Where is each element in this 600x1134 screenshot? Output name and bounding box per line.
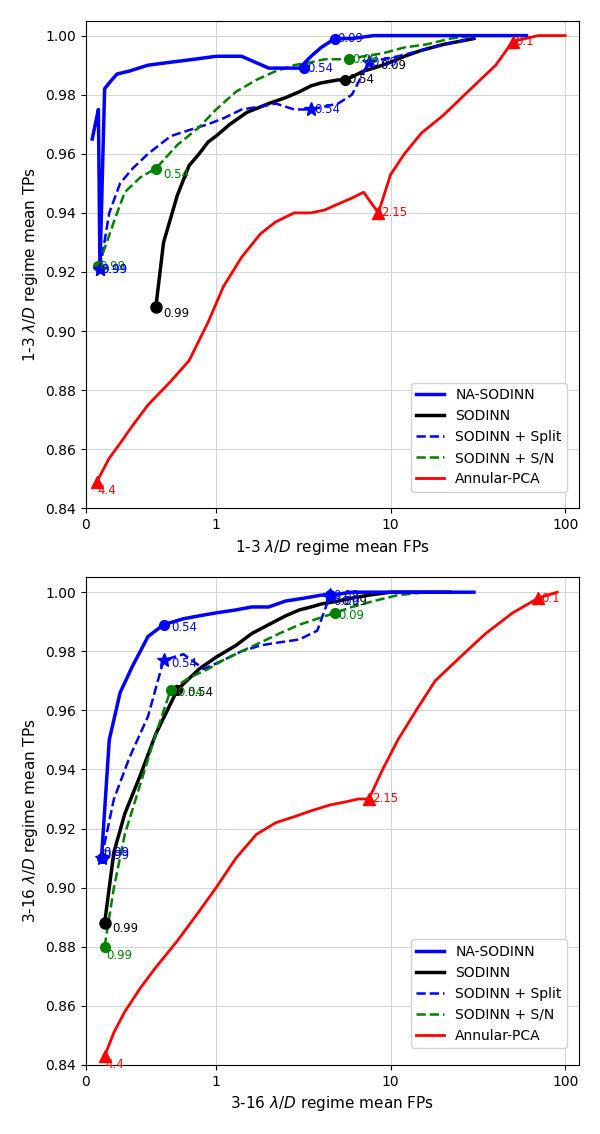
Text: 0.99: 0.99 <box>164 307 190 320</box>
Text: 0.99: 0.99 <box>112 922 139 936</box>
Text: 0.99: 0.99 <box>106 949 132 962</box>
Text: 0.54: 0.54 <box>171 621 197 634</box>
X-axis label: 3-16 $\lambda/D$ regime mean FPs: 3-16 $\lambda/D$ regime mean FPs <box>230 1094 434 1114</box>
Text: 0.09: 0.09 <box>341 594 367 608</box>
Text: 0.54: 0.54 <box>187 686 213 700</box>
Text: 0.09: 0.09 <box>352 53 378 66</box>
Text: 0.09: 0.09 <box>380 59 406 71</box>
Legend: NA-SODINN, SODINN, SODINN + Split, SODINN + S/N, Annular-PCA: NA-SODINN, SODINN, SODINN + Split, SODIN… <box>411 939 567 1048</box>
Text: 2.15: 2.15 <box>372 793 398 805</box>
Text: 0.54: 0.54 <box>308 61 334 75</box>
Text: 0.1: 0.1 <box>541 592 560 604</box>
Text: 0.09: 0.09 <box>334 589 359 602</box>
Text: 0.99: 0.99 <box>103 848 129 862</box>
Y-axis label: 1-3 $\lambda/D$ regime mean TPs: 1-3 $\lambda/D$ regime mean TPs <box>21 167 40 362</box>
Text: 0.99: 0.99 <box>101 262 128 276</box>
Text: 4.4: 4.4 <box>106 1058 124 1072</box>
Text: 0.99: 0.99 <box>99 260 125 272</box>
Text: 0.09: 0.09 <box>338 609 364 623</box>
Text: 0.09: 0.09 <box>371 56 397 69</box>
Text: 0.99: 0.99 <box>103 846 129 858</box>
Text: 0.54: 0.54 <box>348 74 374 86</box>
Legend: NA-SODINN, SODINN, SODINN + Split, SODINN + S/N, Annular-PCA: NA-SODINN, SODINN, SODINN + Split, SODIN… <box>411 382 567 492</box>
Text: 0.54: 0.54 <box>164 168 190 181</box>
Text: 4.4: 4.4 <box>98 484 116 497</box>
Text: 0.54: 0.54 <box>314 103 340 116</box>
Text: 0.99: 0.99 <box>101 262 128 276</box>
Text: 0.54: 0.54 <box>178 686 203 700</box>
Y-axis label: 3-16 $\lambda/D$ regime mean TPs: 3-16 $\lambda/D$ regime mean TPs <box>21 719 40 923</box>
Text: 2.15: 2.15 <box>381 206 407 219</box>
Text: 0.1: 0.1 <box>515 35 534 48</box>
X-axis label: 1-3 $\lambda/D$ regime mean FPs: 1-3 $\lambda/D$ regime mean FPs <box>235 538 430 557</box>
Text: 0.54: 0.54 <box>171 657 197 669</box>
Text: 0.09: 0.09 <box>334 594 359 608</box>
Text: 0.09: 0.09 <box>337 32 364 45</box>
